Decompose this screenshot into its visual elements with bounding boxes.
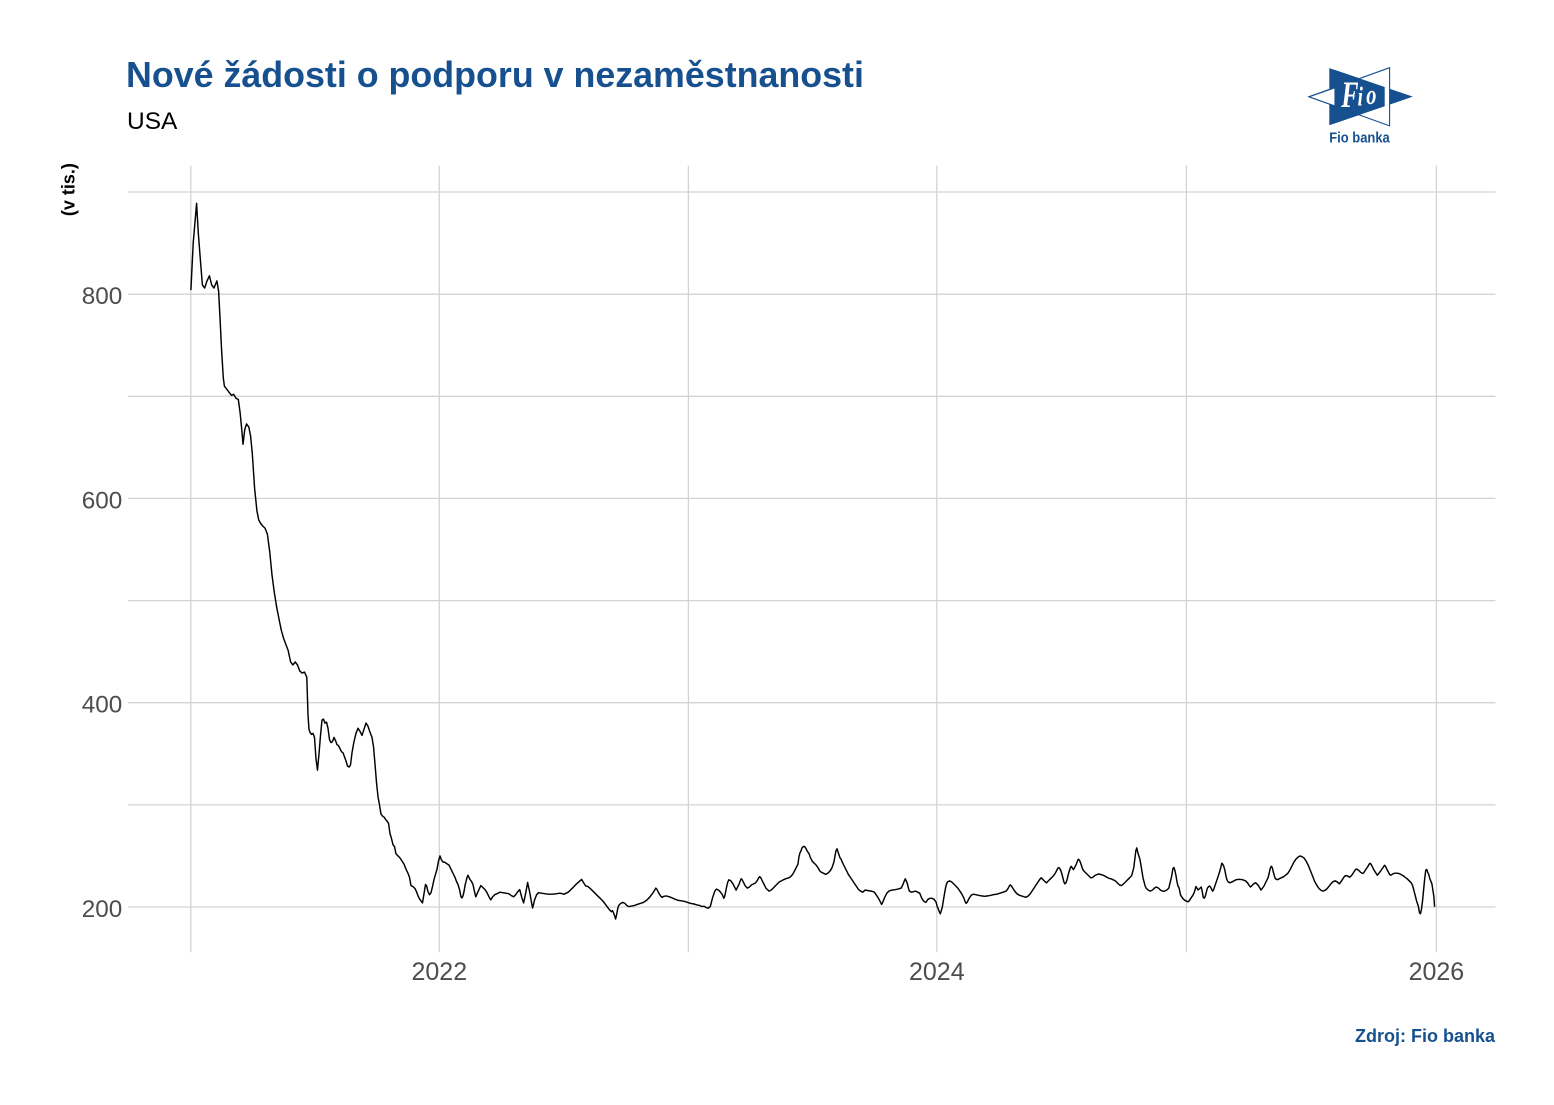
svg-text:Fio banka: Fio banka <box>1329 130 1390 147</box>
svg-text:Fio: Fi o <box>1340 75 1376 116</box>
svg-text:400: 400 <box>82 692 123 719</box>
svg-text:2026: 2026 <box>1409 958 1465 986</box>
svg-text:200: 200 <box>82 896 123 923</box>
svg-text:2022: 2022 <box>411 958 467 986</box>
svg-text:(v tis.): (v tis.) <box>59 163 79 216</box>
svg-text:600: 600 <box>82 487 123 514</box>
svg-text:800: 800 <box>82 283 123 310</box>
svg-text:2024: 2024 <box>909 958 965 986</box>
